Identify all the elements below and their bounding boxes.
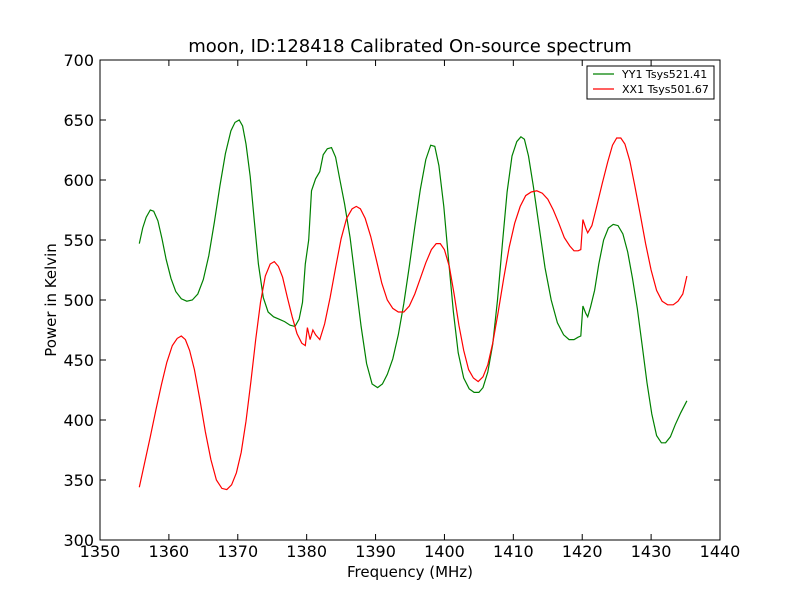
y-tick-label-8: 700 — [63, 51, 94, 70]
y-tick-label-6: 600 — [63, 171, 94, 190]
y-tick-label-5: 550 — [63, 231, 94, 250]
x-tick-label-3: 1380 — [286, 542, 327, 561]
legend-label-1: XX1 Tsys501.67 — [622, 83, 709, 96]
y-tick-label-0: 300 — [63, 531, 94, 550]
series-layer — [138, 119, 688, 491]
x-tick-label-8: 1430 — [631, 542, 672, 561]
legend-box — [586, 65, 715, 100]
y-tick-label-3: 450 — [63, 351, 94, 370]
x-tick-label-2: 1370 — [217, 542, 258, 561]
x-tick-label-1: 1360 — [149, 542, 190, 561]
legend: YY1 Tsys521.41 XX1 Tsys501.67 — [586, 65, 715, 100]
y-axis-label: Power in Kelvin — [42, 243, 60, 357]
x-tick-label-5: 1400 — [424, 542, 465, 561]
legend-label-0: YY1 Tsys521.41 — [621, 68, 707, 81]
x-tick-label-9: 1440 — [700, 542, 741, 561]
y-tick-label-1: 350 — [63, 471, 94, 490]
x-axis-label: Frequency (MHz) — [347, 563, 473, 581]
x-tick-label-0: 1350 — [80, 542, 121, 561]
x-tick-label-6: 1410 — [493, 542, 534, 561]
plot-area: 1350 1360 1370 1380 1390 1400 1410 1420 1430 1440… — [63, 51, 740, 561]
y-tick-label-7: 650 — [63, 111, 94, 130]
series-line-1 — [138, 137, 688, 491]
series-line-0 — [138, 119, 688, 444]
y-tick-label-2: 400 — [63, 411, 94, 430]
y-tick-label-4: 500 — [63, 291, 94, 310]
tick-layer: 1350 1360 1370 1380 1390 1400 1410 1420 1430 1440… — [63, 51, 740, 561]
chart-title: moon, ID:128418 Calibrated On-source spe… — [188, 36, 632, 57]
x-tick-label-7: 1420 — [562, 542, 603, 561]
x-tick-label-4: 1390 — [355, 542, 396, 561]
